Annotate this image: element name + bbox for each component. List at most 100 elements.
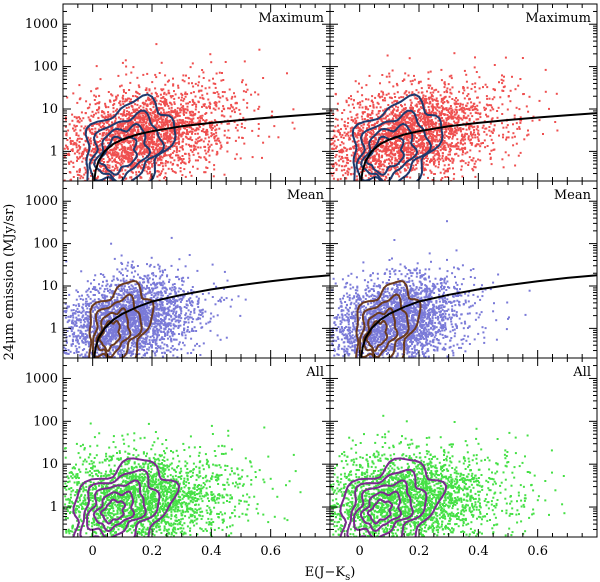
data-point: [87, 136, 89, 139]
data-point: [97, 102, 100, 105]
data-point: [447, 145, 450, 148]
data-point: [373, 159, 376, 162]
data-point: [119, 104, 122, 107]
data-point: [169, 130, 172, 133]
data-point: [83, 132, 85, 135]
data-point: [126, 138, 129, 141]
data-point: [370, 117, 373, 120]
data-point: [419, 116, 422, 119]
data-point: [523, 138, 526, 141]
data-point: [146, 119, 149, 121]
data-point: [132, 108, 135, 111]
data-point: [395, 105, 397, 108]
data-point: [154, 73, 157, 76]
data-point: [479, 116, 482, 119]
data-point: [395, 162, 398, 165]
data-point: [377, 112, 380, 115]
data-point: [156, 175, 159, 178]
data-point: [143, 120, 146, 123]
data-point: [178, 114, 181, 117]
data-point: [99, 149, 102, 152]
data-point: [441, 119, 444, 122]
data-point: [469, 133, 472, 135]
data-point: [450, 74, 453, 77]
data-point: [111, 148, 113, 151]
data-point: [360, 115, 363, 118]
data-point: [416, 113, 419, 116]
data-point: [355, 119, 358, 122]
data-point: [127, 155, 130, 158]
data-point: [475, 128, 478, 131]
data-point: [368, 74, 371, 77]
data-point: [88, 118, 91, 121]
data-point: [111, 125, 114, 128]
data-point: [411, 79, 414, 82]
data-point: [371, 140, 374, 143]
data-point: [385, 116, 387, 119]
data-point: [145, 121, 148, 124]
data-point: [446, 87, 449, 90]
data-point: [184, 152, 187, 155]
data-point: [292, 108, 295, 111]
data-point: [257, 123, 260, 125]
data-point: [126, 125, 129, 128]
data-point: [163, 104, 166, 107]
data-point: [354, 133, 357, 136]
data-point: [382, 171, 385, 174]
data-point: [431, 159, 434, 162]
data-point: [133, 163, 136, 166]
data-point: [217, 95, 220, 98]
data-point: [122, 154, 125, 157]
data-point: [184, 92, 187, 95]
data-point: [498, 81, 500, 84]
data-point: [139, 142, 142, 145]
data-point: [226, 136, 229, 139]
data-point: [457, 145, 460, 148]
data-point: [409, 80, 412, 83]
data-point: [114, 138, 117, 141]
data-point: [450, 77, 453, 80]
data-point: [430, 158, 432, 161]
data-point: [181, 123, 184, 126]
data-point: [486, 115, 489, 118]
data-point: [82, 117, 85, 120]
data-point: [116, 143, 119, 146]
data-point: [161, 120, 164, 123]
data-point: [427, 71, 430, 74]
data-point: [122, 132, 125, 134]
data-point: [198, 116, 201, 119]
data-point: [191, 100, 194, 103]
data-point: [485, 113, 487, 116]
data-point: [209, 126, 212, 129]
data-point: [122, 139, 125, 142]
data-point: [448, 112, 451, 115]
data-point: [160, 142, 163, 145]
data-point: [412, 151, 414, 154]
data-point: [432, 131, 435, 133]
data-point: [393, 123, 396, 126]
data-point: [125, 128, 128, 131]
data-point: [380, 141, 383, 144]
data-point: [373, 154, 376, 157]
data-point: [174, 93, 177, 96]
data-point: [429, 111, 431, 114]
data-point: [342, 174, 345, 177]
data-point: [403, 145, 406, 147]
data-point: [135, 116, 138, 119]
data-point: [423, 101, 426, 104]
data-point: [208, 161, 211, 164]
data-point: [429, 102, 432, 105]
data-point: [153, 133, 156, 136]
data-point: [386, 149, 389, 152]
data-point: [442, 102, 445, 105]
data-point: [72, 127, 74, 130]
data-point: [202, 103, 205, 106]
data-point: [427, 86, 430, 89]
data-point: [357, 126, 360, 129]
data-point: [83, 148, 86, 151]
data-point: [107, 91, 110, 93]
data-point: [181, 148, 184, 151]
data-point: [191, 104, 194, 106]
data-point: [168, 119, 171, 122]
data-point: [441, 177, 444, 179]
